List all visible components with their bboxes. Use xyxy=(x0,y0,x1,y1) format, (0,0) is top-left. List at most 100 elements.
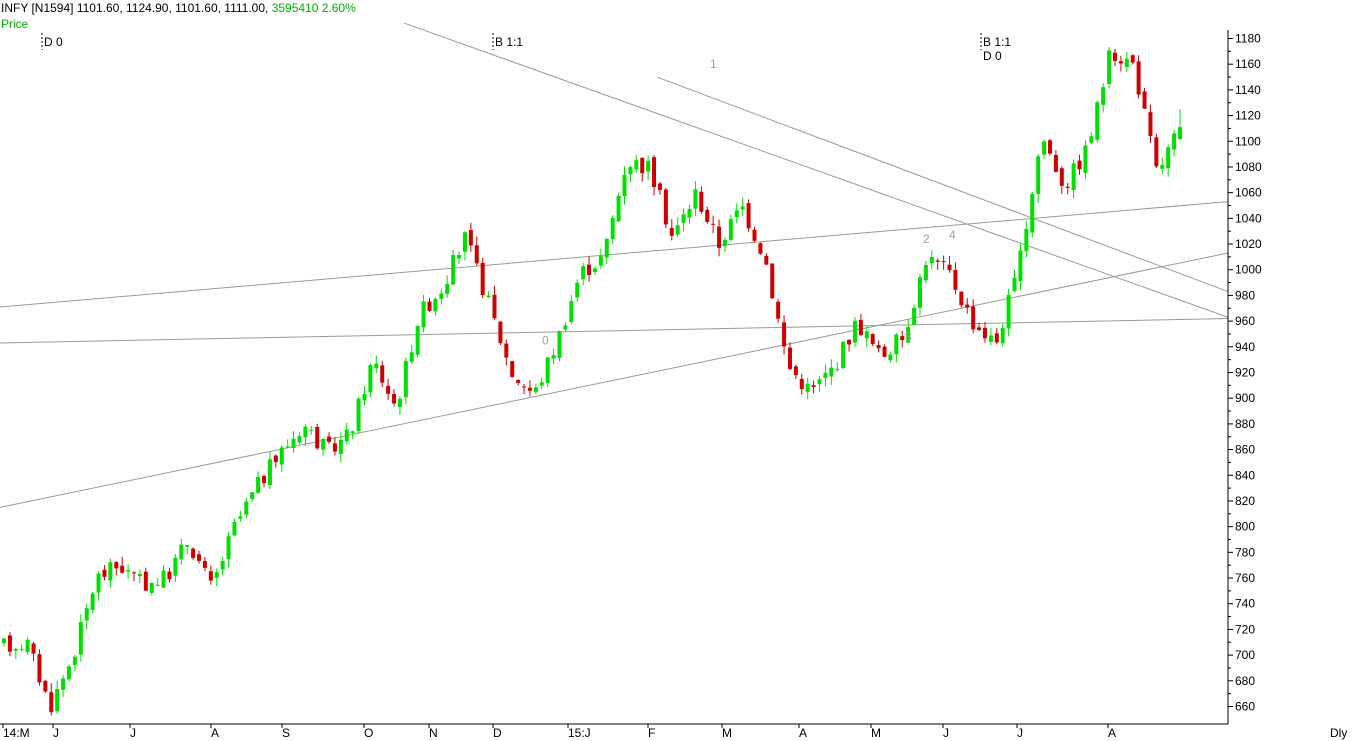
candle-body xyxy=(652,157,657,188)
candle-body xyxy=(657,183,662,191)
candle-body xyxy=(244,501,249,515)
candle-body xyxy=(220,560,225,570)
candle-body xyxy=(1071,163,1076,191)
candle-body xyxy=(374,363,379,369)
candle-body xyxy=(90,593,95,610)
y-tick-label: 860 xyxy=(1235,443,1255,457)
candle-body xyxy=(847,339,852,345)
candle-body xyxy=(468,230,473,246)
candle-body xyxy=(155,584,160,586)
candle-body xyxy=(717,226,722,248)
candle-body xyxy=(953,269,958,290)
x-tick-label: A xyxy=(211,726,219,740)
candle-body xyxy=(55,689,60,712)
candle-body xyxy=(208,571,213,581)
candle-body xyxy=(1083,145,1088,174)
y-tick-label: 880 xyxy=(1235,417,1255,431)
candle-body xyxy=(480,262,485,296)
candle-body xyxy=(285,446,290,448)
candle-body xyxy=(67,666,72,680)
candle-body xyxy=(758,243,763,254)
candle-body xyxy=(971,306,976,330)
x-tick-label: 15:J xyxy=(568,726,591,740)
candle-body xyxy=(917,277,922,308)
candle-body xyxy=(344,429,349,442)
candle-body xyxy=(634,160,639,170)
candle-body xyxy=(687,208,692,218)
candle-body xyxy=(539,382,544,386)
cycle-marker-label: D 0 xyxy=(983,49,1002,63)
candle-body xyxy=(102,569,107,577)
y-tick-label: 720 xyxy=(1235,622,1255,636)
candle-body xyxy=(575,282,580,298)
y-tick-label: 1180 xyxy=(1235,32,1261,46)
candle-body xyxy=(433,299,438,312)
y-tick-label: 980 xyxy=(1235,288,1255,302)
y-tick-label: 1040 xyxy=(1235,211,1262,225)
candle-body xyxy=(1095,102,1100,140)
candle-body xyxy=(793,366,798,376)
candle-body xyxy=(994,333,999,343)
x-tick-label: 14:M xyxy=(3,726,30,740)
candle-body xyxy=(362,394,367,401)
candle-body xyxy=(959,291,964,306)
candle-body xyxy=(37,654,42,683)
candle-body xyxy=(185,545,190,547)
candle-body xyxy=(900,336,905,341)
candle-body xyxy=(1065,186,1070,188)
candle-body xyxy=(197,554,202,561)
y-tick-label: 1140 xyxy=(1235,83,1261,97)
x-tick-label: J xyxy=(130,726,136,740)
candle-body xyxy=(108,562,113,581)
symbol-label: INFY [N1594] xyxy=(1,1,74,15)
candle-body xyxy=(457,255,462,259)
candle-body xyxy=(510,361,515,377)
x-tick-label: J xyxy=(1017,726,1023,740)
candle-body xyxy=(279,447,284,465)
candle-body xyxy=(1142,91,1147,109)
candle-body xyxy=(421,301,426,328)
y-tick-label: 760 xyxy=(1235,571,1255,585)
candle-body xyxy=(498,321,503,344)
candle-body xyxy=(1077,160,1082,170)
candle-body xyxy=(250,492,255,500)
trendline xyxy=(403,22,1229,318)
candle-body xyxy=(569,301,574,323)
candle-body xyxy=(25,639,30,652)
candle-body xyxy=(1047,140,1052,154)
candle-body xyxy=(587,264,592,275)
x-tick-label: J xyxy=(53,726,59,740)
y-tick-label: 1160 xyxy=(1235,57,1261,71)
candle-body xyxy=(669,227,674,236)
x-tick-label: M xyxy=(871,726,881,740)
trendline xyxy=(0,252,1229,508)
candle-body xyxy=(327,436,332,442)
candle-body xyxy=(397,398,402,408)
candle-body xyxy=(78,622,83,655)
x-tick-label: O xyxy=(364,726,373,740)
candle-body xyxy=(1024,228,1029,252)
y-tick-label: 920 xyxy=(1235,366,1255,380)
candle-body xyxy=(350,431,355,434)
y-tick-label: 1100 xyxy=(1235,134,1261,148)
candle-body xyxy=(882,346,887,357)
candle-body xyxy=(894,334,899,355)
candle-body xyxy=(977,327,982,331)
candle-body xyxy=(965,304,970,308)
candle-body xyxy=(852,320,857,343)
candle-body xyxy=(876,344,881,349)
candle-body xyxy=(380,365,385,383)
candle-body xyxy=(368,365,373,393)
candle-body xyxy=(923,265,928,281)
trendline xyxy=(656,76,1229,293)
candle-body xyxy=(888,354,893,361)
candle-body xyxy=(179,544,184,560)
candle-body xyxy=(817,379,822,385)
candle-body xyxy=(740,206,745,210)
x-tick-label: J xyxy=(943,726,949,740)
candle-body xyxy=(167,571,172,580)
y-tick-label: 1020 xyxy=(1235,237,1262,251)
wave-label: 0 xyxy=(542,333,549,347)
